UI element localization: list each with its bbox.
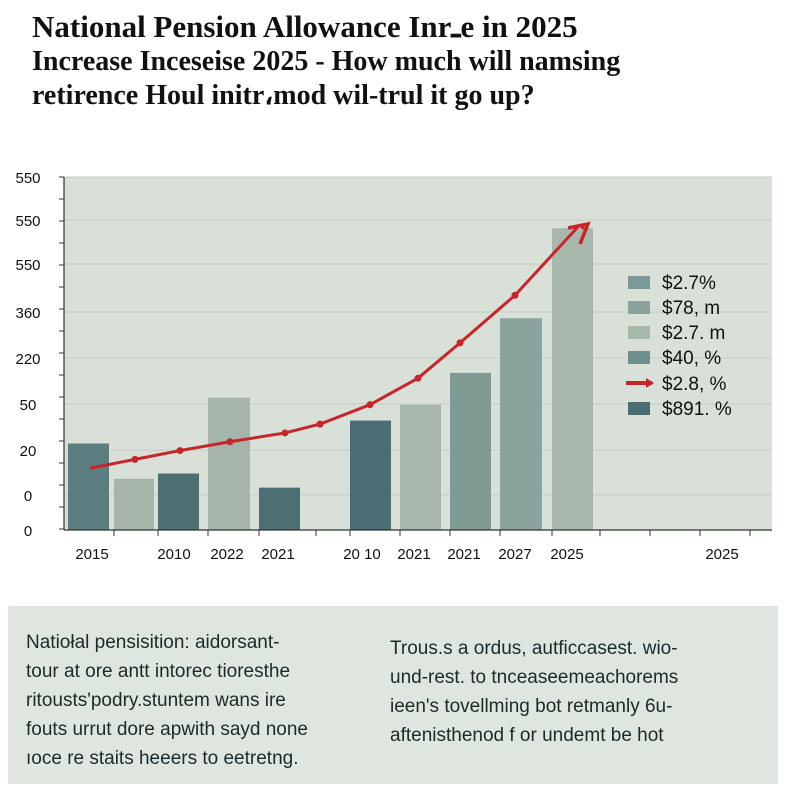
subheadline-continued: retirence Houl initr،mod wil-trul it go … [32,79,535,111]
bar [500,318,542,530]
legend-label: $2.8, % [662,374,727,395]
pension-chart: 0 0 20 50 220 360 550 550 550 2015 2010 2022 2021 20 … [15,170,772,563]
trend-point [316,420,324,428]
y-tick-label: 550 [15,170,40,187]
y-tick-label: 550 [15,213,40,230]
x-tick-label: 2025 [705,546,738,563]
trend-point [366,401,374,409]
y-tick-label: 0 [24,488,32,505]
x-tick-label: 2021 [261,546,294,563]
bar [208,397,250,530]
x-tick-label: 2010 [157,546,190,563]
y-tick-label: 550 [15,257,40,274]
bar [259,487,300,530]
title-block: National Pension Allowance Inrـe in 2025… [32,8,792,112]
y-tick-label: 360 [15,305,40,322]
legend-arrow-icon [646,378,654,388]
bar [350,420,391,530]
y-tick-label: 20 [20,443,37,460]
legend-label: $78, m [662,298,720,319]
subheadline: Increase Inceseise 2025 - How much will … [32,46,621,78]
bar [114,478,154,530]
trend-point [511,291,519,299]
headline: National Pension Allowance Inrـe in 2025 [32,9,578,44]
legend-label: $891. % [662,399,732,420]
trend-point [414,374,422,382]
info-text-right: Trous.s a ordus, autficcasest. wio- und-… [390,638,679,746]
legend-label: $40, % [662,348,721,369]
trend-point [281,429,289,437]
x-tick-label: 2015 [75,546,108,563]
bar [400,404,441,530]
trend-point [176,447,184,455]
y-tick-label: 0 [24,523,32,540]
legend-swatch [628,351,650,364]
legend-label: $2.7. m [662,323,725,344]
x-tick-label: 2021 [447,546,480,563]
bar [158,473,199,530]
bar [552,228,593,530]
info-panel: Natiołal pensisition: aidorsant- tour at… [8,606,778,784]
trend-point [131,455,139,463]
x-tick-label: 2025 [550,546,583,563]
x-tick-label: 2027 [498,546,531,563]
x-tick-label: 2021 [397,546,430,563]
legend-swatch [628,326,650,339]
legend-swatch [628,276,650,289]
trend-arrowhead [567,221,591,245]
trend-point [226,438,234,446]
legend-swatch [628,402,650,415]
bar [68,443,109,530]
x-tick-label: 2022 [210,546,243,563]
x-tick-label: 20 10 [343,546,381,563]
legend-swatch [628,301,650,314]
y-tick-label: 50 [20,397,37,414]
y-tick-label: 220 [15,351,40,368]
legend-label: $2.7% [662,273,716,294]
trend-point [456,339,464,347]
bar [450,372,491,530]
info-text-left: Natiołal pensisition: aidorsant- tour at… [26,632,309,769]
